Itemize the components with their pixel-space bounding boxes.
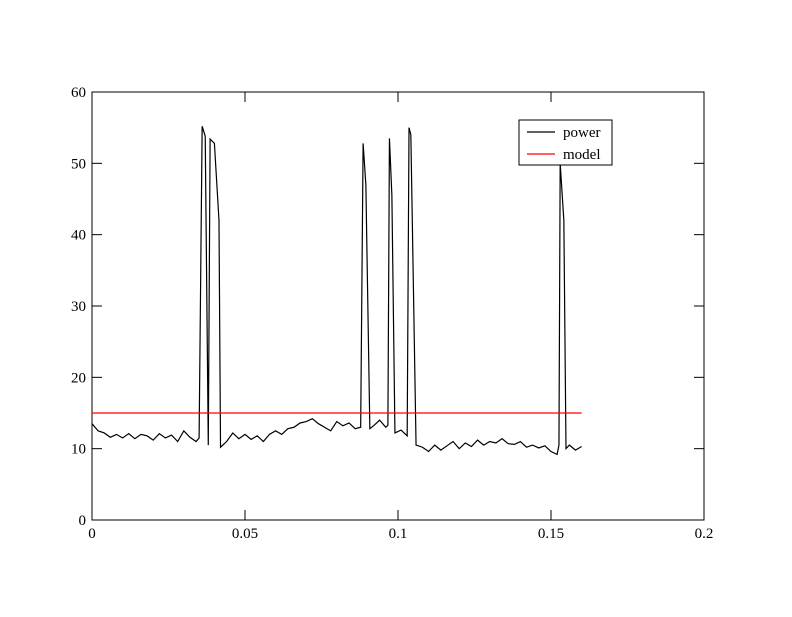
x-tick-label: 0.15 (538, 526, 564, 542)
y-tick-label: 60 (71, 85, 86, 101)
series-line (91, 126, 582, 456)
y-tick-label: 20 (71, 370, 86, 386)
legend-box (518, 119, 613, 166)
x-tick-label: 0.2 (695, 526, 714, 542)
y-tick-label: 0 (79, 513, 87, 529)
y-tick-label: 30 (71, 299, 86, 315)
x-tick-label: 0.05 (232, 526, 258, 542)
y-tick-label: 50 (71, 156, 86, 172)
y-tick-label: 40 (71, 228, 86, 244)
x-tick-label: 0 (88, 526, 96, 542)
x-tick-label: 0.1 (389, 526, 408, 542)
legend-label: power (563, 125, 601, 141)
y-tick-label: 10 (71, 442, 86, 458)
legend-label: model (563, 147, 601, 163)
